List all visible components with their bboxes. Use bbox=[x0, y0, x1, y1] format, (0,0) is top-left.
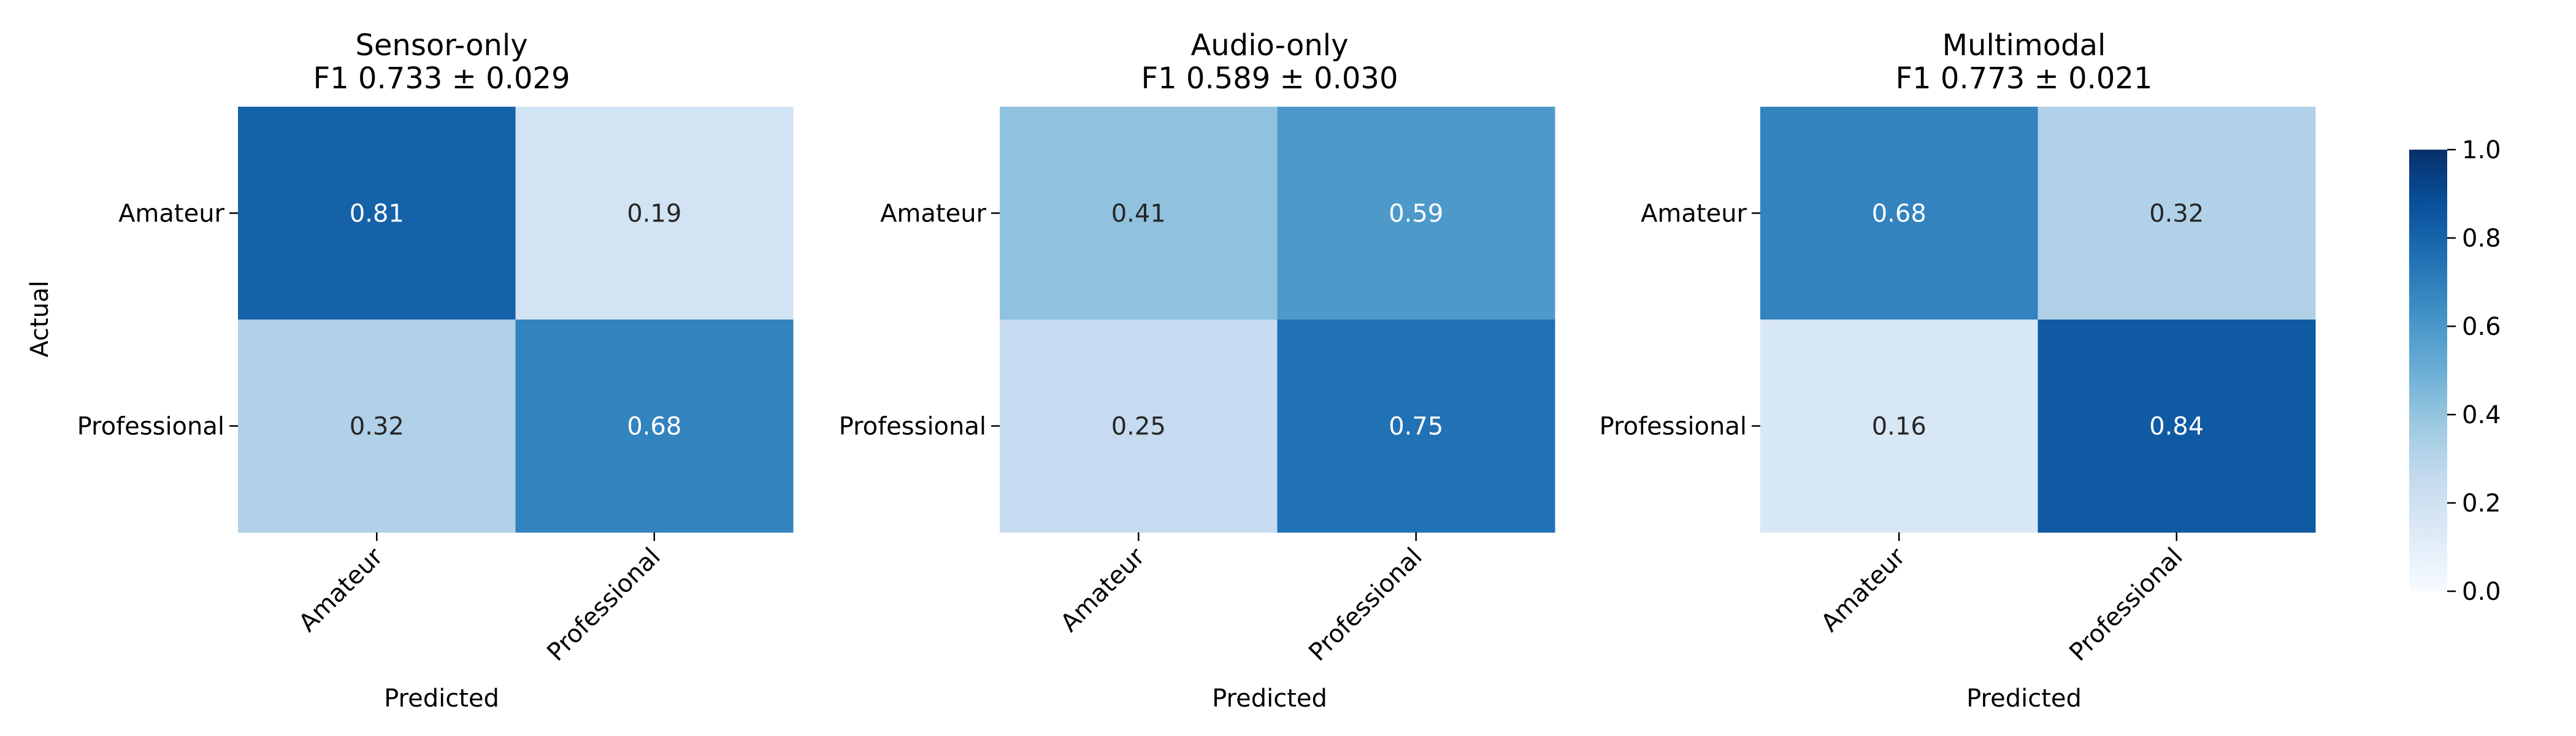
heatmap-cell bbox=[1760, 107, 2038, 320]
heatmap-cell-label: 0.81 bbox=[350, 200, 404, 228]
heatmap-panel-multimodal: Multimodal F1 0.773 ± 0.021 0.68 0.32 0.16… bbox=[1600, 28, 2316, 713]
x-axis-label: Predicted bbox=[384, 684, 499, 713]
y-tick-label: Professional bbox=[839, 413, 986, 441]
heatmap-cell bbox=[2037, 107, 2316, 320]
y-tick-label: Amateur bbox=[880, 200, 986, 228]
heatmap-cell-label: 0.84 bbox=[2149, 413, 2204, 441]
heatmap-cell-label: 0.25 bbox=[1111, 413, 1166, 441]
x-tick-label: Amateur bbox=[1056, 542, 1151, 637]
panel-title: Audio-only bbox=[1190, 28, 1348, 63]
heatmap-cell-label: 0.41 bbox=[1111, 200, 1166, 228]
x-tick-label: Professional bbox=[1303, 543, 1428, 667]
heatmap-cell-label: 0.68 bbox=[627, 413, 681, 441]
y-tick-label: Amateur bbox=[118, 200, 224, 228]
y-tick-label: Amateur bbox=[1641, 200, 1747, 228]
heatmap-cell-label: 0.32 bbox=[350, 413, 404, 441]
heatmap-cell bbox=[2037, 320, 2316, 533]
x-axis-label: Predicted bbox=[1966, 684, 2082, 713]
heatmap-cell bbox=[238, 320, 516, 533]
colorbar-tick-label: 0.2 bbox=[2462, 489, 2501, 518]
panel-subtitle: F1 0.733 ± 0.029 bbox=[313, 61, 570, 96]
heatmap-cell-label: 0.16 bbox=[1872, 413, 1926, 441]
colorbar: 0.0 0.2 0.4 0.6 0.8 1.0 bbox=[2409, 136, 2501, 606]
colorbar-tick-label: 0.4 bbox=[2462, 401, 2501, 429]
heatmap-cell-label: 0.59 bbox=[1389, 200, 1443, 228]
x-tick-label: Professional bbox=[542, 543, 666, 667]
panel-subtitle: F1 0.773 ± 0.021 bbox=[1896, 61, 2153, 96]
heatmap-cell bbox=[515, 320, 794, 533]
heatmap-cell-label: 0.32 bbox=[2149, 200, 2204, 228]
heatmap-cell-labels: 0.81 0.19 0.32 0.68 bbox=[350, 200, 682, 441]
heatmap-cell bbox=[1760, 320, 2038, 533]
heatmap-cells bbox=[1000, 107, 1555, 533]
y-tick-label: Professional bbox=[1600, 413, 1747, 441]
heatmap-cell-labels: 0.68 0.32 0.16 0.84 bbox=[1872, 200, 2204, 441]
colorbar-gradient bbox=[2409, 150, 2447, 591]
heatmap-cell bbox=[515, 107, 794, 320]
heatmap-cell bbox=[1277, 107, 1555, 320]
heatmap-panel-sensor-only: Sensor-only F1 0.733 ± 0.029 0.81 0.19 0.3… bbox=[26, 28, 794, 713]
colorbar-tick-label: 0.8 bbox=[2462, 224, 2501, 253]
colorbar-ticks: 0.0 0.2 0.4 0.6 0.8 1.0 bbox=[2447, 136, 2501, 606]
heatmap-cells bbox=[238, 107, 794, 533]
heatmap-cell bbox=[1000, 107, 1278, 320]
heatmap-cell-label: 0.19 bbox=[627, 200, 681, 228]
y-axis-label: Actual bbox=[26, 280, 54, 357]
heatmap-cell bbox=[238, 107, 516, 320]
colorbar-tick-label: 0.0 bbox=[2462, 578, 2501, 606]
x-tick-label: Amateur bbox=[294, 542, 389, 637]
panel-subtitle: F1 0.589 ± 0.030 bbox=[1141, 61, 1398, 96]
heatmap-cell bbox=[1000, 320, 1278, 533]
colorbar-tick-label: 1.0 bbox=[2462, 136, 2501, 164]
x-tick-label: Amateur bbox=[1816, 542, 1911, 637]
heatmap-cell-label: 0.68 bbox=[1872, 200, 1926, 228]
y-tick-label: Professional bbox=[77, 413, 224, 441]
panel-title: Multimodal bbox=[1942, 28, 2106, 63]
heatmap-cell-label: 0.75 bbox=[1389, 413, 1443, 441]
x-axis-label: Predicted bbox=[1212, 684, 1327, 713]
heatmap-cell-labels: 0.41 0.59 0.25 0.75 bbox=[1111, 200, 1444, 441]
colorbar-tick-label: 0.6 bbox=[2462, 313, 2501, 341]
panel-title: Sensor-only bbox=[355, 28, 527, 63]
heatmap-cell bbox=[1277, 320, 1555, 533]
x-tick-label: Professional bbox=[2064, 543, 2188, 667]
heatmap-panel-audio-only: Audio-only F1 0.589 ± 0.030 0.41 0.59 0.25… bbox=[839, 28, 1555, 713]
heatmap-cells bbox=[1760, 107, 2316, 533]
